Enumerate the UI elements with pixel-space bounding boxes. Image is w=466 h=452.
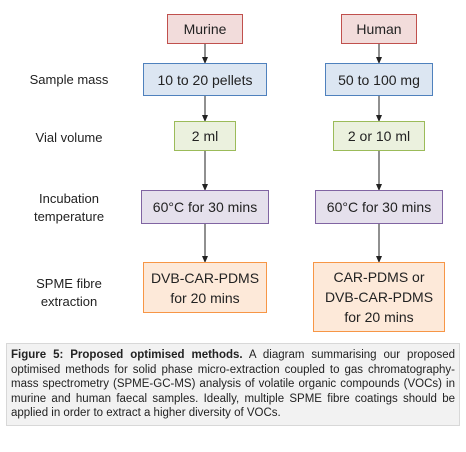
methods-flow-diagram: Sample mass Vial volume Incubation tempe… (8, 14, 445, 332)
human-sample-mass-box: 50 to 100 mg (325, 63, 433, 96)
row-label-incubation-line1: Incubation (39, 191, 99, 206)
murine-vial-volume-box: 2 ml (174, 121, 236, 151)
murine-incubation-box: 60°C for 30 mins (141, 190, 269, 224)
human-sample-mass-text: 50 to 100 mg (338, 71, 420, 88)
caption-text: A diagram summarising our proposed optim… (11, 349, 455, 420)
human-incubation-text: 60°C for 30 mins (326, 199, 432, 215)
human-spme-line3: for 20 mins (344, 309, 414, 325)
murine-spme-line1: DVB-CAR-PDMS (150, 269, 260, 286)
row-label-spme-line2: extraction (40, 294, 98, 309)
row-label-sample-mass: Sample mass (29, 72, 109, 87)
murine-incubation-text: 60°C for 30 mins (152, 199, 258, 215)
flow-arrows (202, 44, 382, 263)
row-label-spme: SPME fibre extraction (8, 275, 130, 311)
row-label-incubation-line2: temperature (33, 209, 105, 224)
murine-sample-mass-text: 10 to 20 pellets (157, 71, 253, 88)
human-header-box: Human (341, 14, 417, 44)
human-header-text: Human (356, 21, 402, 37)
murine-spme-box: DVB-CAR-PDMS for 20 mins (143, 262, 267, 313)
murine-vial-volume-text: 2 ml (191, 128, 219, 144)
human-incubation-box: 60°C for 30 mins (315, 190, 443, 224)
row-label-spme-line1: SPME fibre (36, 276, 102, 291)
row-label-incubation: Incubation temperature (8, 190, 130, 226)
human-spme-box: CAR-PDMS or DVB-CAR-PDMS for 20 mins (313, 262, 445, 332)
row-label-vial-volume: Vial volume (35, 130, 103, 145)
caption-title: Figure 5: Proposed optimised methods. (11, 349, 243, 361)
human-spme-line2: DVB-CAR-PDMS (324, 289, 434, 305)
murine-header-box: Murine (167, 14, 243, 44)
figure-caption: Figure 5: Proposed optimised methods. A … (6, 343, 460, 426)
human-vial-volume-text: 2 or 10 ml (347, 128, 411, 144)
human-vial-volume-box: 2 or 10 ml (333, 121, 425, 151)
human-spme-line1: CAR-PDMS or (333, 269, 425, 285)
murine-sample-mass-box: 10 to 20 pellets (143, 63, 267, 96)
murine-spme-line2: for 20 mins (170, 289, 240, 306)
murine-header-text: Murine (183, 21, 227, 37)
